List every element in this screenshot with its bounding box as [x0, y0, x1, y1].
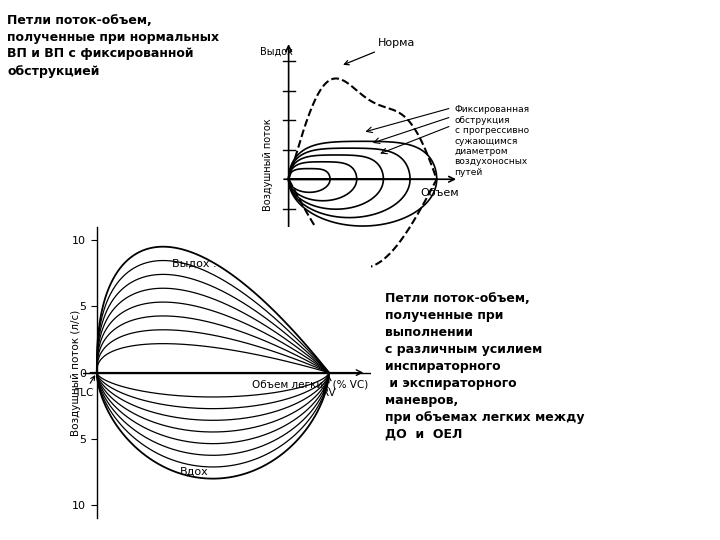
- Text: Фиксированная
обструкция
с прогрессивно
сужающимся
диаметром
воздухоносных
путей: Фиксированная обструкция с прогрессивно …: [454, 105, 530, 177]
- Text: Выдох: Выдох: [261, 46, 293, 56]
- Text: RV: RV: [322, 376, 336, 399]
- Text: TLC: TLC: [74, 376, 94, 399]
- Text: Выдох .: Выдох .: [172, 259, 217, 269]
- Text: Вдох: Вдох: [264, 273, 289, 283]
- Text: Объем легких (% VC): Объем легких (% VC): [252, 379, 369, 389]
- Text: Воздушный поток: Воздушный поток: [263, 118, 273, 211]
- Text: Воздушный поток (л/с): Воздушный поток (л/с): [71, 309, 81, 436]
- Text: Петли поток-объем,
полученные при
выполнении
с различным усилием
инспираторного
: Петли поток-объем, полученные при выполн…: [385, 292, 585, 441]
- Text: Объем: Объем: [420, 188, 459, 198]
- Text: Петли поток-объем,
полученные при нормальных
ВП и ВП с фиксированной
обструкцией: Петли поток-объем, полученные при нормал…: [7, 14, 220, 78]
- Text: Норма: Норма: [344, 38, 415, 65]
- Text: Вдох: Вдох: [180, 467, 209, 477]
